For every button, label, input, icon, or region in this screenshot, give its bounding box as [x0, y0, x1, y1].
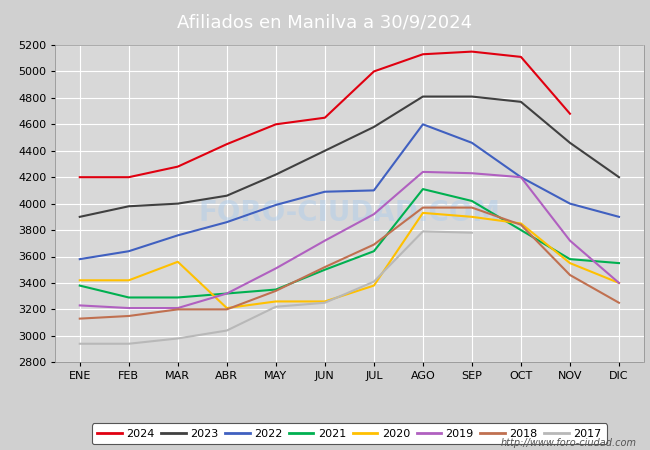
Text: FORO-CIUDAD.COM: FORO-CIUDAD.COM: [198, 199, 500, 227]
Text: Afiliados en Manilva a 30/9/2024: Afiliados en Manilva a 30/9/2024: [177, 13, 473, 31]
Text: http://www.foro-ciudad.com: http://www.foro-ciudad.com: [501, 438, 637, 448]
Legend: 2024, 2023, 2022, 2021, 2020, 2019, 2018, 2017: 2024, 2023, 2022, 2021, 2020, 2019, 2018…: [92, 423, 607, 445]
